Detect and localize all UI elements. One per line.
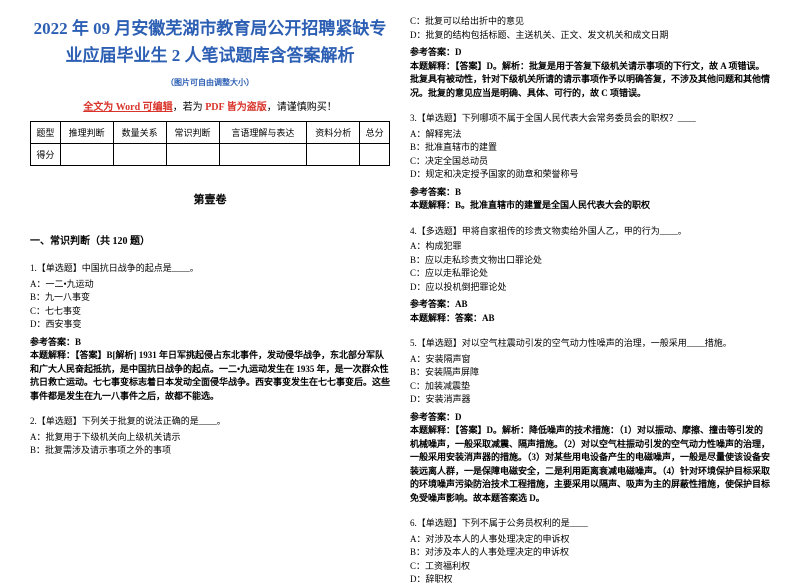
th-data: 资料分析 (307, 122, 360, 144)
q5-opt-a: A：安装隔声窗 (410, 353, 770, 367)
q3-opt-a: A：解释宪法 (410, 128, 770, 142)
q3-answer-label: 参考答案：B (410, 186, 770, 200)
question-1: 1.【单选题】中国抗日战争的起点是____。 A：一二•九运动 B：九一八事变 … (30, 262, 390, 403)
q1-opt-b: B：九一八事变 (30, 291, 390, 305)
td-score-label: 得分 (31, 144, 61, 166)
q3-opt-c: C：决定全国总动员 (410, 155, 770, 169)
q2-opt-d: D：批复的结构包括标题、主送机关、正文、发文机关和成文日期 (410, 29, 770, 43)
q5-answer-text: 本题解释：【答案】D。解析：降低噪声的技术措施：（1）对以振动、摩擦、撞击等引发… (410, 424, 770, 505)
q6-text: 6.【单选题】下列不属于公务员权利的是____ (410, 517, 770, 531)
q3-opt-d: D：规定和决定授予国家的勋章和荣誉称号 (410, 168, 770, 182)
q2-answer-text: 本题解释：【答案】D。解析：批复是用于答复下级机关请示事项的下行文，故 A 项错… (410, 60, 770, 101)
q4-opt-d: D：应以投机倒把罪论处 (410, 281, 770, 295)
q4-answer-label: 参考答案：AB (410, 298, 770, 312)
table-header-row: 题型 推理判断 数量关系 常识判断 言语理解与表达 资料分析 总分 (31, 122, 390, 144)
q5-text: 5.【单选题】对以空气柱震动引发的空气动力性噪声的治理，一般采用____措施。 (410, 337, 770, 351)
th-type: 题型 (31, 122, 61, 144)
q1-answer-label: 参考答案：B (30, 336, 390, 350)
doc-subtitle: （图片可自由调整大小） (30, 77, 390, 88)
q2-opt-b: B：批复需涉及请示事项之外的事项 (30, 444, 390, 458)
th-language: 言语理解与表达 (219, 122, 307, 144)
q2-answer-label: 参考答案：D (410, 46, 770, 60)
q6-opt-c: C：工资福利权 (410, 560, 770, 574)
td-empty (219, 144, 307, 166)
table-score-row: 得分 (31, 144, 390, 166)
q4-opt-c: C：应以走私罪论处 (410, 267, 770, 281)
q5-opt-d: D：安装消声器 (410, 393, 770, 407)
q1-opt-d: D：西安事变 (30, 318, 390, 332)
mid-text: ，若为 (173, 102, 206, 113)
td-empty (113, 144, 166, 166)
question-6: 6.【单选题】下列不属于公务员权利的是____ A：对涉及本人的人事处理决定的申… (410, 517, 770, 587)
th-common: 常识判断 (166, 122, 219, 144)
td-empty (166, 144, 219, 166)
q2-opt-c: C：批复可以给出折中的意见 (410, 15, 770, 29)
q4-opt-b: B：应以走私珍贵文物出口罪论处 (410, 254, 770, 268)
q1-opt-a: A：一二•九运动 (30, 278, 390, 292)
td-empty (60, 144, 113, 166)
pdf-warning: PDF 皆为盗版 (205, 102, 267, 113)
question-3: 3.【单选题】下列哪项不属于全国人民代表大会常务委员会的职权？____ A：解释… (410, 112, 770, 213)
q5-opt-b: B：安装隔声屏障 (410, 366, 770, 380)
category-title: 一、常识判断（共 120 题） (30, 232, 390, 247)
th-quantity: 数量关系 (113, 122, 166, 144)
suffix-text: ，请谨慎购买！ (267, 102, 337, 113)
q1-text: 1.【单选题】中国抗日战争的起点是____。 (30, 262, 390, 276)
td-empty (360, 144, 390, 166)
q3-opt-b: B：批准直辖市的建置 (410, 141, 770, 155)
q3-answer-text: 本题解释：B。批准直辖市的建置是全国人民代表大会的职权 (410, 199, 770, 213)
th-total: 总分 (360, 122, 390, 144)
q4-text: 4.【多选题】甲将自家祖传的珍贵文物卖给外国人乙，甲的行为____。 (410, 225, 770, 239)
q5-opt-c: C：加装减震垫 (410, 380, 770, 394)
q3-text: 3.【单选题】下列哪项不属于全国人民代表大会常务委员会的职权？____ (410, 112, 770, 126)
question-2-cont: C：批复可以给出折中的意见 D：批复的结构包括标题、主送机关、正文、发文机关和成… (410, 15, 770, 100)
score-table: 题型 推理判断 数量关系 常识判断 言语理解与表达 资料分析 总分 得分 (30, 121, 390, 166)
word-editable-text: 全文为 Word 可编辑 (83, 102, 172, 113)
q6-opt-d: D：辞职权 (410, 573, 770, 587)
juan-title: 第壹卷 (30, 191, 390, 207)
q6-opt-a: A：对涉及本人的人事处理决定的申诉权 (410, 533, 770, 547)
td-empty (307, 144, 360, 166)
q4-answer-text: 本题解释：答案：AB (410, 312, 770, 326)
editable-notice: 全文为 Word 可编辑，若为 PDF 皆为盗版，请谨慎购买！ (30, 98, 390, 113)
doc-title: 2022 年 09 月安徽芜湖市教育局公开招聘紧缺专业应届毕业生 2 人笔试题库… (30, 15, 390, 69)
question-5: 5.【单选题】对以空气柱震动引发的空气动力性噪声的治理，一般采用____措施。 … (410, 337, 770, 505)
question-2-partial: 2.【单选题】下列关于批复的说法正确的是____。 A：批复用于下级机关向上级机… (30, 415, 390, 458)
q4-opt-a: A：构成犯罪 (410, 240, 770, 254)
q1-opt-c: C：七七事变 (30, 305, 390, 319)
q5-answer-label: 参考答案：D (410, 411, 770, 425)
q2-opt-a: A：批复用于下级机关向上级机关请示 (30, 431, 390, 445)
q6-opt-b: B：对涉及本人的人事处理决定的申诉权 (410, 546, 770, 560)
th-reasoning: 推理判断 (60, 122, 113, 144)
question-4: 4.【多选题】甲将自家祖传的珍贵文物卖给外国人乙，甲的行为____。 A：构成犯… (410, 225, 770, 326)
q2-text: 2.【单选题】下列关于批复的说法正确的是____。 (30, 415, 390, 429)
q1-answer-text: 本题解释：【答案】B[解析] 1931 年日军挑起侵占东北事件，发动侵华战争，东… (30, 349, 390, 403)
